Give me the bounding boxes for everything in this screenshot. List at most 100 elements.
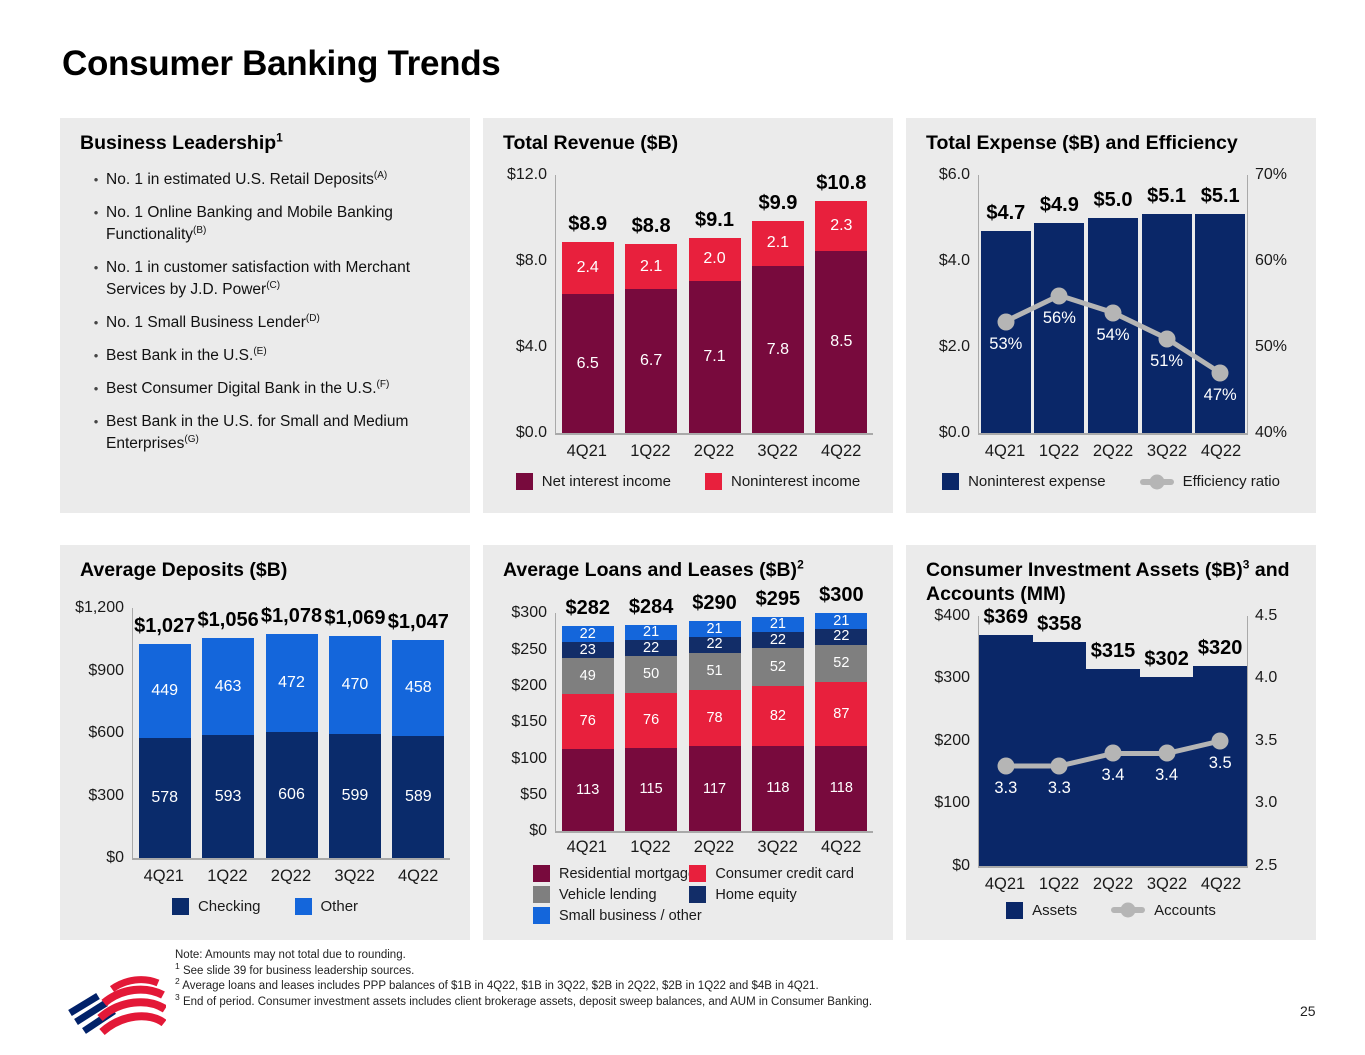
x-axis-label: 3Q22	[757, 442, 798, 461]
bar-total-label: $5.0	[1093, 189, 1133, 212]
y-axis-left: $400 $300 $200 $100 $0	[926, 607, 978, 874]
bar-slot: $358	[1032, 613, 1087, 866]
legend-swatch-icon	[171, 898, 189, 916]
leadership-bullet-item: • No. 1 in estimated U.S. Retail Deposits…	[86, 169, 448, 191]
chart-legend: Net interest income Noninterest income	[503, 473, 873, 491]
bar-total-label: $315	[1090, 639, 1136, 662]
bar: 113 76 49 23 22	[561, 613, 614, 832]
y-axis-tick: $0	[529, 822, 547, 840]
bar-segment	[1193, 665, 1248, 866]
bar-segment: 22	[561, 625, 614, 642]
legend-label: Efficiency ratio	[1182, 473, 1280, 491]
y-axis-left: $12.0 $8.0 $4.0 $0.0	[503, 166, 555, 441]
bar-value-label: 8.5	[830, 333, 853, 350]
bar-slot: 6.5 2.4 $8.9	[556, 175, 619, 434]
x-axis-label: 3Q22	[1146, 442, 1188, 461]
legend-item: Vehicle lending	[533, 886, 657, 904]
x-axis-label: 3Q22	[334, 867, 375, 886]
bar-value-label: 52	[769, 658, 786, 675]
bar: 6.5 2.4	[561, 175, 614, 434]
line-marker-dot	[1158, 330, 1176, 348]
y-axis-tick: $50	[520, 786, 547, 804]
y-axis-tick: 40%	[1255, 424, 1288, 442]
bar-value-label: 606	[278, 786, 305, 804]
total-revenue-title: Total Revenue ($B)	[503, 132, 679, 154]
legend-swatch-icon	[689, 865, 707, 883]
x-axis-label: 4Q22	[397, 867, 439, 886]
plot-area: 113 76 49 23 22 $282 115 76 50 22 21 $284 117 78 51 22 2…	[555, 584, 873, 834]
bar-slot: 117 78 51 22 21 $290	[683, 592, 746, 832]
bar-segment: 21	[688, 621, 741, 637]
bar-total-label: $9.9	[758, 191, 798, 214]
line-point-label: 51%	[1150, 351, 1184, 370]
bar: 589 458	[392, 608, 445, 859]
bar-segment: 458	[392, 640, 445, 736]
x-axis-label: 4Q22	[820, 838, 862, 857]
y-axis-left: $6.0 $4.0 $2.0 $0.0	[926, 166, 978, 441]
bar-value-label: 76	[643, 711, 660, 728]
bar-segment: 463	[202, 638, 255, 735]
y-axis-tick: $100	[934, 794, 970, 812]
x-axis-labels: 4Q21 1Q22 2Q22 3Q22 4Q22	[555, 838, 873, 857]
page-number: 25	[1300, 1003, 1316, 1019]
legend-label: Residential mortgage	[559, 865, 697, 882]
panel-total-expense-efficiency: Total Expense ($B) and Efficiency $6.0 $4…	[906, 118, 1316, 513]
bar-value-label: 472	[278, 673, 305, 691]
leadership-bullet-text: No. 1 Online Banking and Mobile Banking …	[106, 204, 393, 244]
leadership-bullet-text: No. 1 in estimated U.S. Retail Deposits(…	[106, 170, 388, 189]
bar: 115 76 50 22 21	[625, 613, 678, 832]
legend-item: Noninterest expense	[942, 473, 1106, 491]
legend-swatch-icon	[705, 473, 722, 491]
legend-item: Checking	[171, 898, 261, 916]
bar-segment: 22	[688, 636, 741, 653]
bar-value-label: 589	[404, 788, 432, 806]
panel-total-revenue: Total Revenue ($B) $12.0 $8.0 $4.0 $0.0 6.5 2…	[483, 118, 893, 513]
bar-total-label: $10.8	[816, 172, 867, 195]
bar-total-label: $284	[628, 596, 674, 619]
consumer-investment-title: Consumer Investment Assets ($B)3 and Acc…	[926, 557, 1290, 606]
footnote-note: Note: Amounts may not total due to round…	[175, 949, 406, 961]
bar-segment: 49	[561, 658, 614, 695]
bar	[980, 175, 1031, 434]
bar-slot: $5.1	[1193, 175, 1247, 434]
bullet-icon: •	[93, 172, 99, 188]
bar-segment: 6.7	[625, 289, 678, 434]
y-axis-tick: $8.0	[515, 252, 547, 270]
bar-segment: 589	[392, 735, 445, 859]
bar-segment: 449	[138, 644, 191, 738]
bar-total-label: $5.1	[1200, 185, 1240, 208]
y-axis-tick: $0	[952, 856, 970, 874]
bar-total-label: $1,056	[197, 609, 259, 632]
leadership-bullet-text: Best Consumer Digital Bank in the U.S.(F…	[106, 379, 390, 398]
legend-swatch-icon	[294, 898, 312, 916]
line-marker-dot	[997, 757, 1015, 775]
leadership-bullet-text: No. 1 in customer satisfaction with Merc…	[106, 259, 411, 299]
legend-swatch-icon	[942, 473, 960, 491]
business-leadership-list: • No. 1 in estimated U.S. Retail Deposits…	[80, 169, 450, 455]
bar-segment: 606	[265, 732, 318, 859]
revenue-chart-body: $12.0 $8.0 $4.0 $0.0 6.5 2.4 $8.9 6.7 2.1 $8.8 7.1…	[503, 166, 873, 461]
bar: 118 82 52 22 21	[751, 613, 804, 832]
bar-value-label: 50	[643, 666, 660, 683]
bullet-icon: •	[93, 414, 99, 430]
page-title: Consumer Banking Trends	[62, 44, 501, 83]
bar-total-label: $5.1	[1147, 185, 1187, 208]
bar-value-label: 463	[214, 677, 242, 695]
bar-segment	[1032, 642, 1087, 866]
total-expense-chart: $6.0 $4.0 $2.0 $0.0 $4.7 $4.9 $5.0 $5.1 $5.1 53% 5…	[926, 166, 1296, 491]
bar-slot: 578 449 $1,027	[133, 608, 196, 859]
legend-item: Residential mortgage	[533, 865, 697, 883]
panel-average-loans-leases: Average Loans and Leases ($B)2 $300 $250 $…	[483, 545, 893, 940]
bar-slot: 606 472 $1,078	[260, 605, 323, 859]
line-marker-dot	[1050, 757, 1068, 775]
y-axis-tick: 60%	[1255, 252, 1288, 270]
bar-slot: $5.0	[1086, 175, 1140, 434]
bar-segment: 7.8	[751, 265, 804, 434]
line-marker-dot	[1104, 304, 1122, 322]
legend-item: Accounts	[1111, 902, 1216, 919]
bar-segment: 22	[815, 628, 868, 645]
legend-item: Other	[294, 898, 358, 916]
legend-item: Efficiency ratio	[1139, 473, 1280, 491]
x-axis-label: 4Q21	[566, 442, 607, 461]
bar-segment: 76	[561, 694, 614, 750]
